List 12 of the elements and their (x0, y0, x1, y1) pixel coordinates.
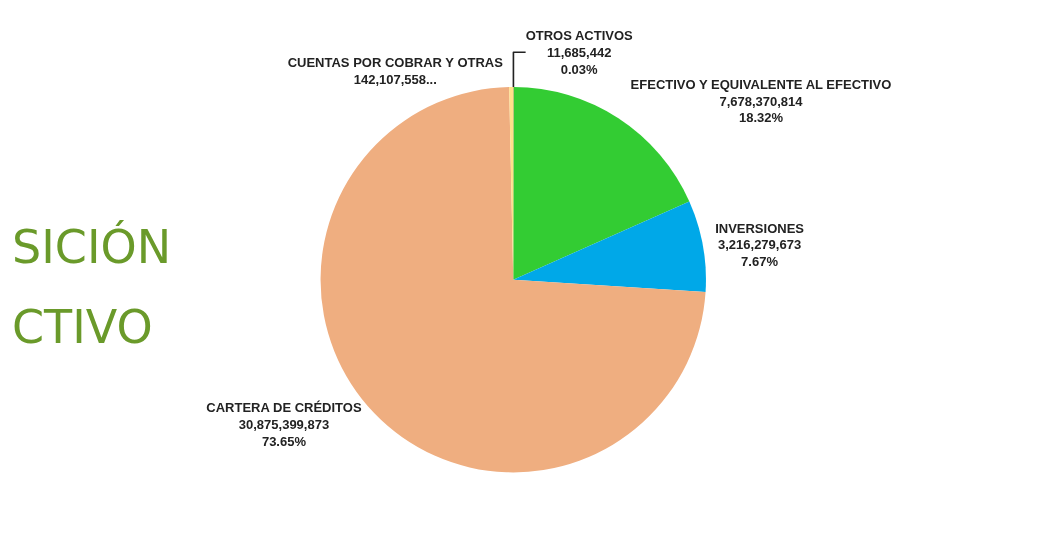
slice-label: CARTERA DE CRÉDITOS (206, 400, 362, 416)
data-label: 142,107,558... (353, 72, 437, 88)
data-label: 3,216,279,673 7.67% (717, 237, 802, 270)
data-label: 7,678,370,814 18.32% (719, 93, 804, 126)
text: CTIVO (12, 300, 153, 354)
text: SICIÓN (12, 220, 172, 274)
data-label: 30,875,399,873 73.65% (238, 417, 330, 450)
slice-label: EFECTIVO Y EQUIVALENTE AL EFECTIVO (630, 76, 892, 92)
slice-label: OTROS ACTIVOS (525, 27, 634, 43)
slice-label: CUENTAS POR COBRAR Y OTRAS (287, 55, 504, 71)
slice-label: INVERSIONES (715, 220, 805, 236)
data-label: 11,685,442 0.03% (547, 44, 612, 77)
